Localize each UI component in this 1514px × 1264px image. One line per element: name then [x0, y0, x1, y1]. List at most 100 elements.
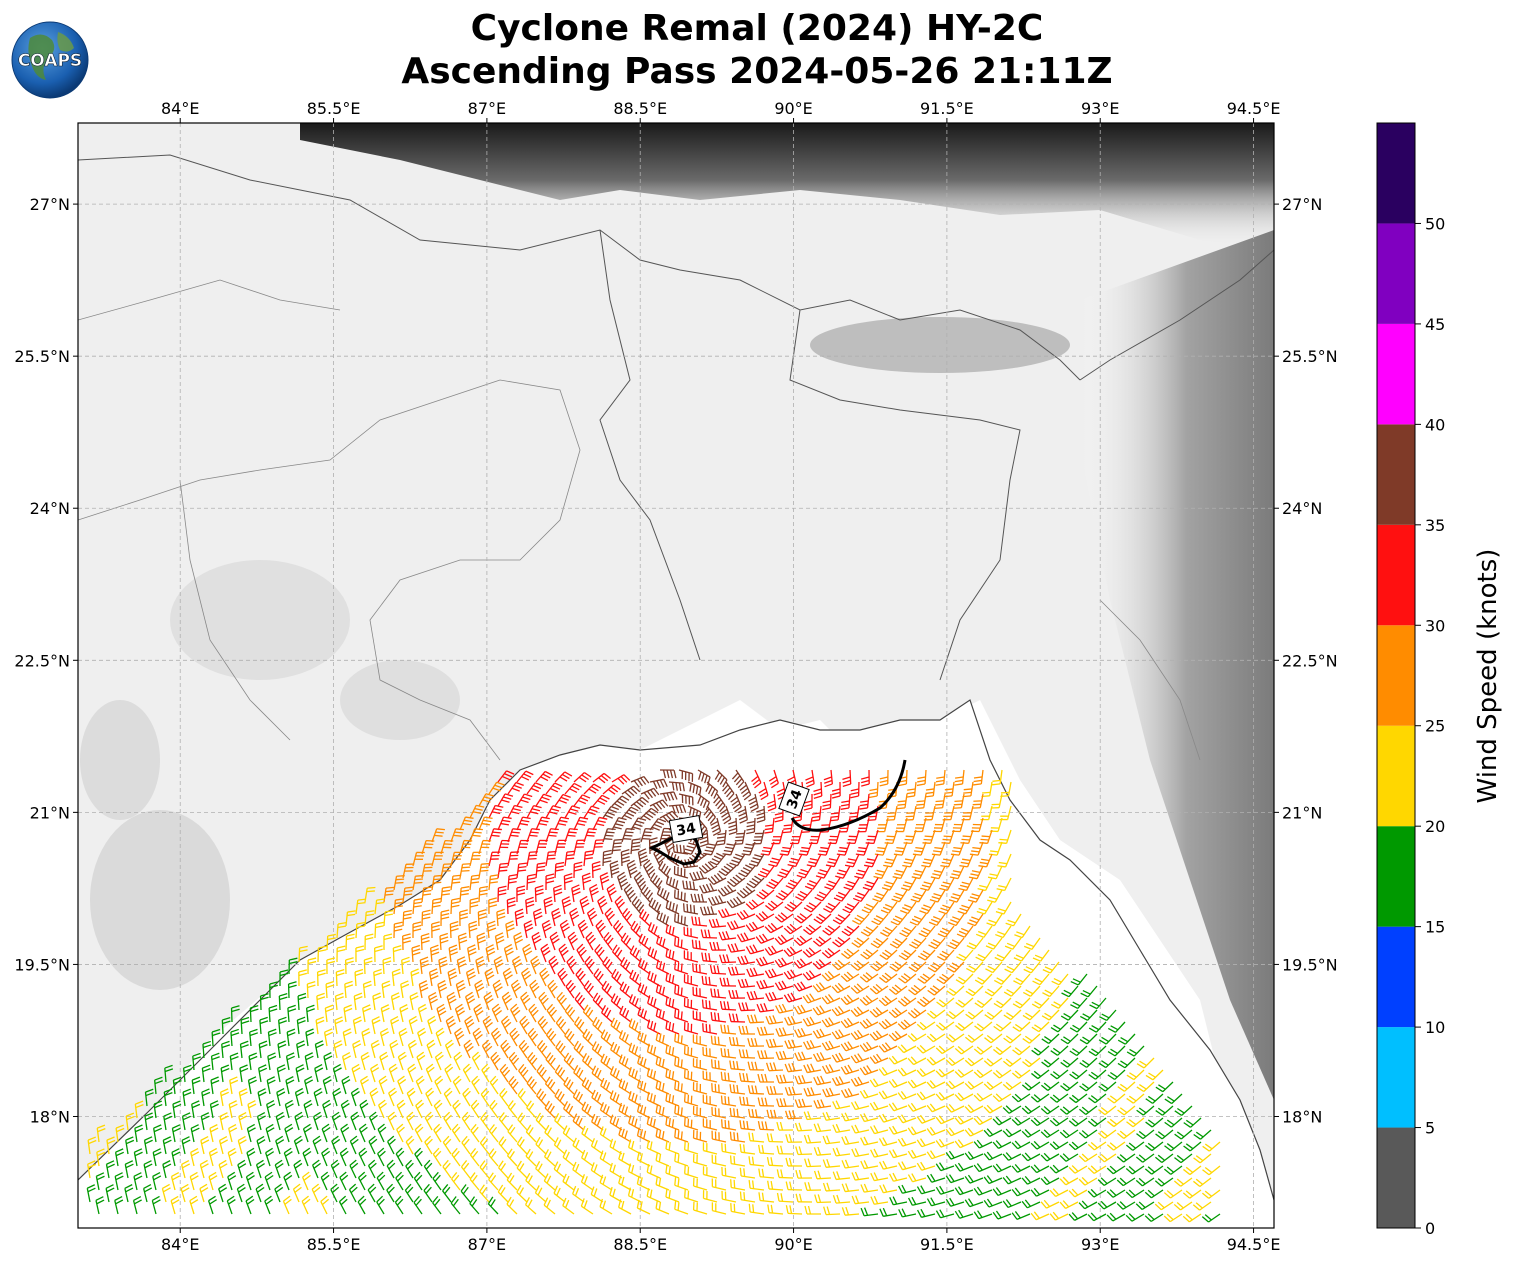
wind-barb: [766, 793, 777, 812]
colorbar-tick-label: 20: [1425, 817, 1445, 836]
lat-tick-label-left: 27°N: [30, 195, 70, 214]
wind-barb: [831, 959, 851, 971]
contour-label-a: 34: [675, 820, 697, 839]
wind-barb: [421, 886, 432, 903]
wind-barb: [672, 843, 689, 855]
wind-barb: [649, 799, 669, 812]
wind-barb: [990, 793, 1003, 809]
wind-barb: [336, 922, 347, 939]
wind-barb: [488, 874, 499, 891]
wind-barb: [798, 841, 813, 856]
wind-barb: [995, 925, 1012, 939]
colorbar: 0 5 10 15 20 25 30 35 40 45 50 Wind Speed (knots): [1376, 122, 1503, 1238]
wind-barb: [710, 1011, 727, 1023]
wind-barb: [907, 1008, 927, 1019]
wind-barb: [620, 932, 632, 951]
lat-tick-label-right: 21°N: [1282, 803, 1322, 822]
wind-barb: [891, 889, 908, 903]
wind-barb: [910, 889, 927, 903]
wind-barb: [402, 886, 414, 903]
wind-barb: [859, 793, 870, 810]
wind-barb: [513, 932, 524, 951]
wind-barb: [741, 841, 756, 856]
wind-barb: [948, 913, 965, 927]
wind-barb: [852, 889, 870, 903]
wind-barb: [991, 769, 1003, 786]
wind-barb: [690, 893, 708, 903]
wind-barb: [999, 805, 1012, 821]
wind-barb: [719, 954, 737, 964]
wind-barb: [993, 973, 1012, 985]
wind-barb: [689, 870, 708, 882]
lon-tick-label-bottom: 91.5°E: [920, 1235, 974, 1254]
wind-barb: [793, 958, 813, 969]
wind-barb: [633, 871, 646, 891]
wind-barb: [1023, 937, 1041, 951]
wind-barb: [967, 913, 984, 927]
wind-barb: [649, 872, 663, 891]
wind-barb: [824, 877, 841, 891]
wind-barb: [973, 769, 984, 786]
colorbar-tick-label: 25: [1425, 717, 1445, 736]
wind-barb: [450, 828, 464, 843]
wind-barb: [946, 985, 965, 996]
wind-barb: [419, 956, 430, 975]
wind-barb: [382, 956, 392, 975]
wind-barb: [948, 889, 965, 903]
wind-barb: [971, 793, 984, 809]
wind-barb: [808, 829, 822, 845]
colorbar-tick-label: 5: [1425, 1119, 1435, 1138]
wind-barb: [1004, 961, 1022, 974]
wind-barb: [748, 853, 765, 867]
wind-barb: [659, 791, 678, 802]
wind-barb: [850, 983, 870, 994]
wind-barb: [469, 828, 483, 843]
wind-barb: [938, 901, 955, 915]
wind-barb: [728, 817, 738, 836]
wind-barb: [374, 945, 383, 963]
wind-barb: [931, 841, 946, 856]
wind-barb: [852, 913, 870, 925]
wind-barb: [579, 895, 590, 915]
wind-barb: [755, 956, 775, 967]
wind-barb: [316, 969, 326, 987]
wind-barb: [576, 943, 587, 963]
wind-barb: [230, 1005, 240, 1023]
wind-barb: [510, 979, 522, 999]
wind-barb: [768, 769, 779, 789]
lat-tick-label-left: 18°N: [30, 1107, 70, 1126]
wind-barb: [831, 1005, 851, 1017]
wind-barb: [1031, 997, 1050, 1009]
colorbar-band: [1377, 323, 1415, 425]
wind-barb: [402, 933, 411, 951]
wind-barb: [965, 985, 984, 997]
wind-barb: [439, 932, 449, 951]
wind-barb: [718, 930, 737, 941]
wind-barb: [541, 919, 552, 939]
wind-barb: [777, 865, 794, 879]
wind-barb: [592, 816, 608, 831]
wind-barb: [621, 908, 633, 927]
wind-barb: [1013, 973, 1031, 986]
lon-tick-label-top: 87°E: [468, 99, 506, 118]
wind-barb: [977, 877, 993, 892]
wind-barb: [554, 861, 565, 879]
wind-barb: [736, 886, 756, 899]
wind-barb: [975, 949, 993, 962]
wind-barb: [868, 781, 879, 799]
wind-barb: [602, 956, 613, 975]
wind-barb: [488, 804, 504, 819]
wind-barb: [477, 909, 487, 927]
lon-tick-label-bottom: 93°E: [1081, 1235, 1119, 1254]
wind-barb: [593, 968, 604, 987]
wind-barb: [577, 919, 589, 939]
wind-barb: [745, 921, 765, 932]
wind-barb: [558, 943, 569, 963]
wind-barb: [543, 896, 553, 915]
wind-barb: [692, 963, 708, 975]
lon-tick-label-top: 93°E: [1081, 99, 1119, 118]
wind-barb: [918, 925, 936, 938]
wind-barb: [699, 906, 718, 916]
wind-barb: [467, 944, 477, 963]
wind-barb: [390, 992, 400, 1011]
